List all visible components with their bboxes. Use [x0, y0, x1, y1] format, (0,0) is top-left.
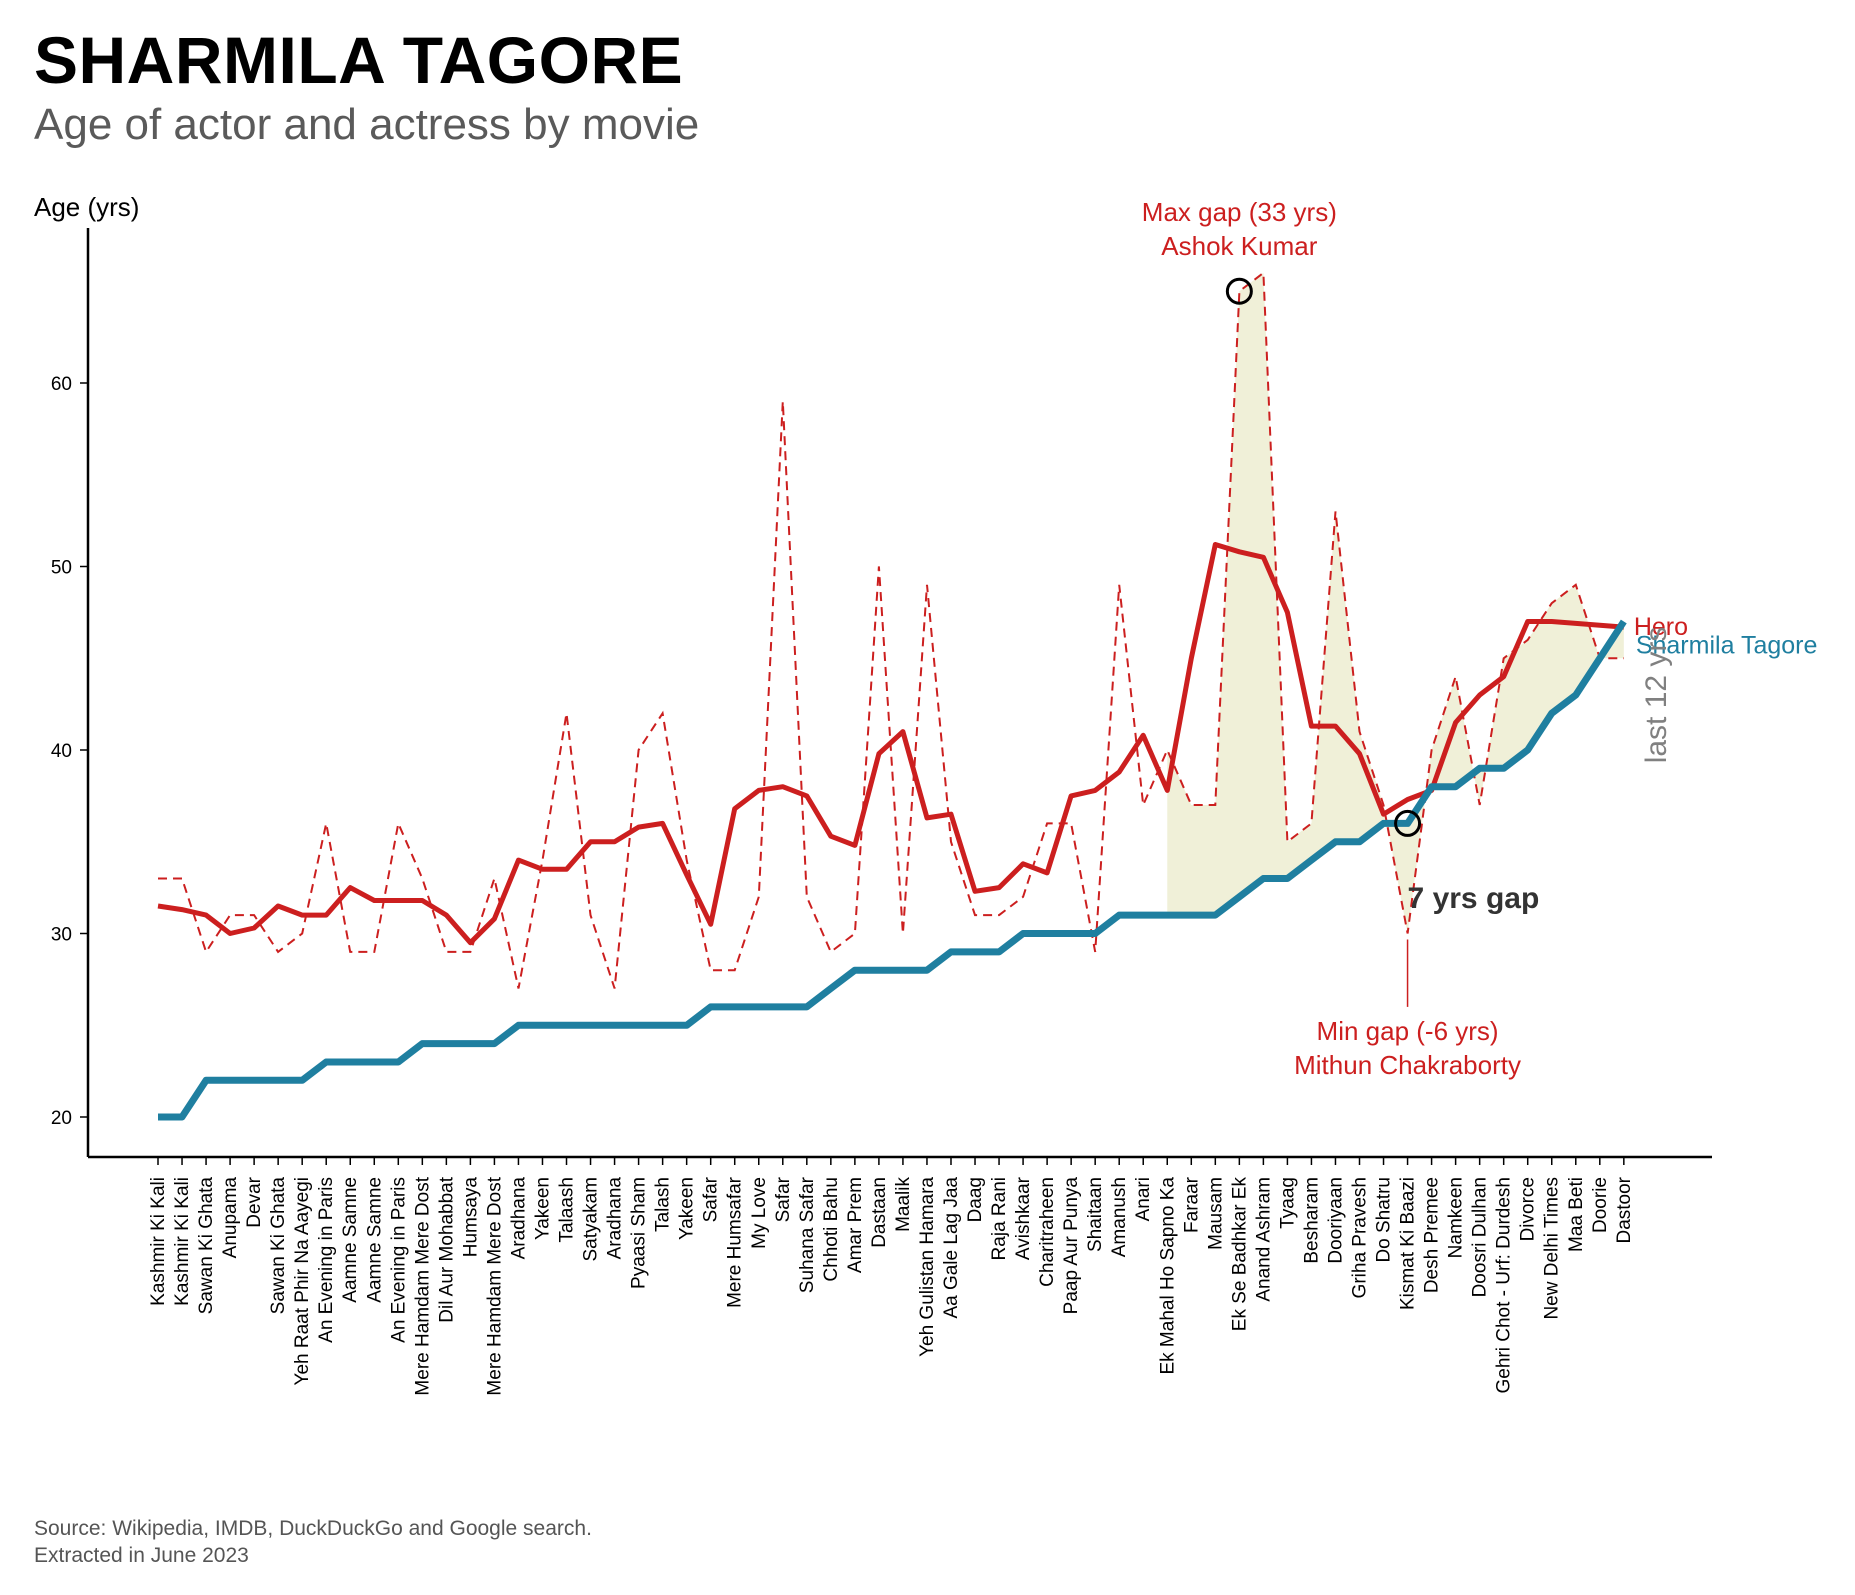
x-tick-label: Talash: [653, 1177, 674, 1232]
min-gap-marker: [1394, 809, 1422, 837]
x-tick-label: Anand Ashram: [1253, 1177, 1274, 1302]
x-tick-label: Safar: [773, 1176, 794, 1222]
max-gap-label: Max gap (33 yrs): [1142, 197, 1337, 227]
x-tick-label: Maalik: [893, 1177, 914, 1232]
actress-age-line: [158, 619, 1627, 1121]
y-tick-label: 30: [51, 925, 72, 946]
y-tick-label: 60: [51, 374, 72, 395]
x-tick-label: My Love: [749, 1177, 770, 1249]
x-tick-label: Aamne Samne: [340, 1177, 361, 1303]
x-tick-label: Dooriyaan: [1325, 1177, 1346, 1264]
x-tick-label: Humsaya: [460, 1177, 481, 1258]
chart-title: SHARMILA TAGORE: [34, 23, 684, 97]
y-axis-label: Age (yrs): [34, 192, 139, 222]
x-tick-label: Tyaag: [1277, 1177, 1298, 1229]
x-tick-label: Mausam: [1205, 1177, 1226, 1250]
x-tick-label: An Evening in Paris: [316, 1177, 337, 1343]
x-tick-label: An Evening in Paris: [388, 1177, 409, 1343]
x-tick-label: Mere Hamdam Mere Dost: [412, 1176, 433, 1395]
x-tick-label: Raja Rani: [989, 1177, 1010, 1260]
x-tick-label: Avishkaar: [1013, 1176, 1034, 1260]
x-tick-label: Divorce: [1518, 1177, 1539, 1241]
source-line-2: Extracted in June 2023: [34, 1544, 249, 1567]
x-tick-label: Besharam: [1301, 1177, 1322, 1264]
x-tick-label: Do Shatru: [1374, 1177, 1395, 1263]
gap-note-label: 7 yrs gap: [1408, 882, 1540, 915]
x-tick-label: Shaitaan: [1085, 1177, 1106, 1252]
x-tick-label: Yeh Gulistan Hamara: [917, 1177, 938, 1357]
max-gap-marker: [1225, 277, 1253, 305]
x-tick-label: Talaash: [557, 1177, 578, 1243]
x-tick-label: Namkeen: [1446, 1177, 1467, 1258]
x-tick-label: Dastaan: [869, 1177, 890, 1248]
x-tick-label: Pyaasi Sham: [629, 1177, 650, 1289]
x-tick-label: Dastoor: [1614, 1176, 1635, 1243]
x-tick-label: Mere Humsafar: [725, 1176, 746, 1308]
x-tick-label: Sawan Ki Ghata: [268, 1177, 289, 1315]
x-tick-label: Amanush: [1109, 1177, 1130, 1257]
x-tick-label: Ek Mahal Ho Sapno Ka: [1157, 1177, 1178, 1375]
x-tick-label: Charitraheen: [1037, 1177, 1058, 1287]
x-tick-label: Anari: [1133, 1177, 1154, 1221]
x-tick-label: Sawan Ki Ghata: [196, 1177, 217, 1315]
x-tick-label: Gehri Chot - Urf: Durdesh: [1494, 1177, 1515, 1393]
x-tick-label: Aa Gale Lag Jaa: [941, 1177, 962, 1319]
x-tick-label: Amar Prem: [845, 1177, 866, 1273]
min-gap-label: Min gap (-6 yrs): [1317, 1016, 1499, 1046]
x-tick-label: Kismat Ki Baazi: [1398, 1177, 1419, 1310]
x-tick-label: Daag: [965, 1177, 986, 1222]
x-tick-label: Suhana Safar: [797, 1176, 818, 1293]
x-tick-label: Ek Se Badhkar Ek: [1229, 1177, 1250, 1332]
x-tick-label: Faraar: [1181, 1176, 1202, 1233]
min-gap-actor-label: Mithun Chakraborty: [1294, 1050, 1521, 1080]
last-years-label: last 12 yrs: [1640, 627, 1673, 764]
x-tick-label: Yeh Raat Phir Na Aayegi: [292, 1177, 313, 1385]
y-tick-label: 20: [51, 1108, 72, 1129]
x-tick-label: Aamne Samne: [364, 1177, 385, 1303]
x-tick-label: Griha Pravesh: [1350, 1177, 1371, 1298]
x-tick-label: Doosri Dulhan: [1470, 1177, 1491, 1297]
x-tick-label: Devar: [244, 1176, 265, 1227]
x-tick-label: Doorie: [1590, 1177, 1611, 1233]
x-tick-label: Dil Aur Mohabbat: [436, 1176, 457, 1322]
y-tick-label: 50: [51, 558, 72, 579]
hero-age-dashed-line: [158, 270, 1624, 989]
y-tick-label: 40: [51, 741, 72, 762]
x-tick-label: Chhoti Bahu: [821, 1177, 842, 1282]
x-tick-label: Aradhana: [605, 1177, 626, 1260]
x-tick-label: Desh Premee: [1422, 1177, 1443, 1293]
x-tick-label: New Delhi Times: [1542, 1177, 1563, 1320]
x-tick-label: Yakeen: [532, 1177, 553, 1240]
hero-age-average-line: [157, 542, 1624, 946]
hero-series-label: Hero: [1634, 613, 1688, 641]
actress-series-label: Sharmila Tagore: [1636, 632, 1818, 660]
x-tick-label: Aradhana: [508, 1177, 529, 1260]
x-tick-label: Kashmir Ki Kali: [148, 1177, 169, 1306]
max-gap-actor-label: Ashok Kumar: [1161, 231, 1317, 261]
x-tick-label: Safar: [701, 1176, 722, 1222]
gap-shaded-area: [1167, 272, 1624, 934]
x-tick-label: Mere Hamdam Mere Dost: [484, 1176, 505, 1395]
x-tick-label: Anupama: [220, 1177, 241, 1259]
x-tick-label: Paap Aur Punya: [1061, 1177, 1082, 1315]
x-tick-label: Maa Beti: [1566, 1177, 1587, 1252]
chart-subtitle: Age of actor and actress by movie: [34, 100, 700, 149]
x-tick-label: Yakeen: [677, 1177, 698, 1240]
x-tick-label: Satyakam: [581, 1177, 602, 1261]
source-note: Source: Wikipedia, IMDB, DuckDuckGo and …: [34, 1515, 592, 1569]
x-tick-label: Kashmir Ki Kali: [172, 1177, 193, 1306]
source-line-1: Source: Wikipedia, IMDB, DuckDuckGo and …: [34, 1517, 592, 1540]
